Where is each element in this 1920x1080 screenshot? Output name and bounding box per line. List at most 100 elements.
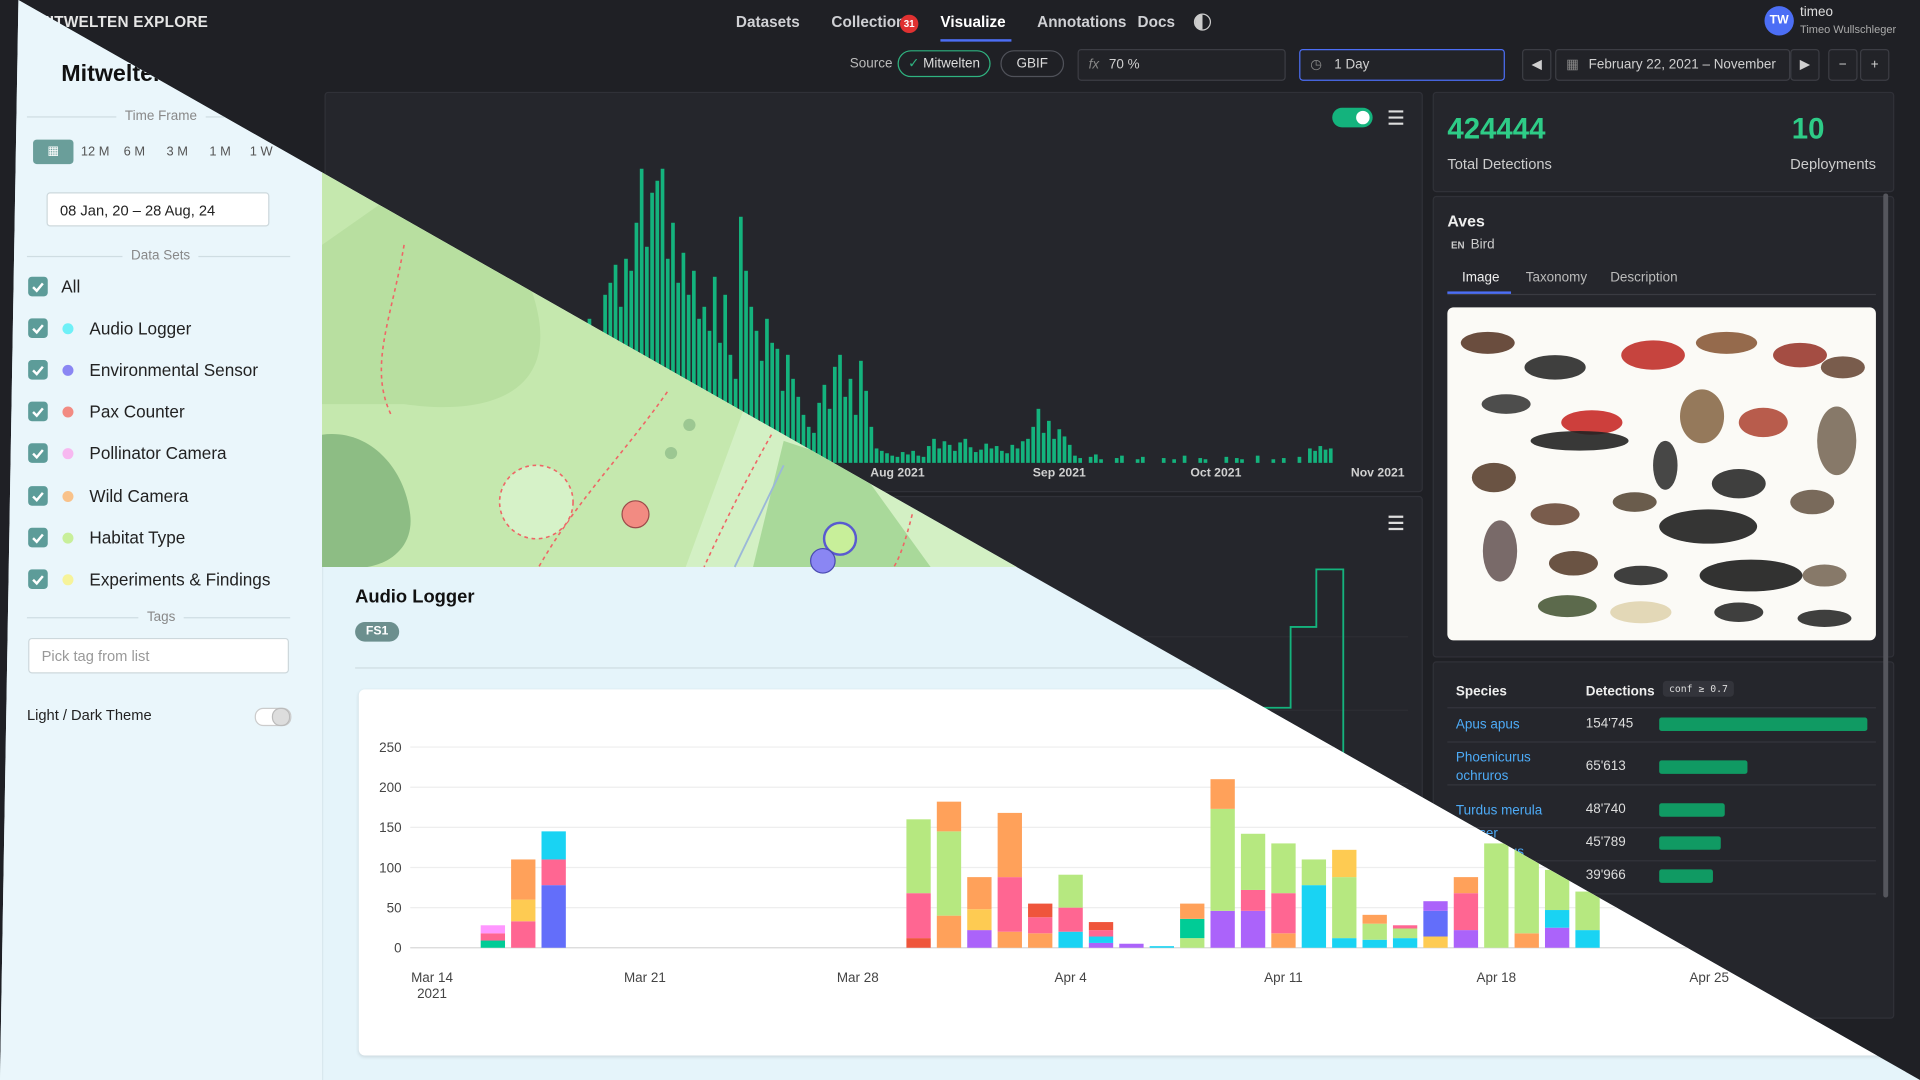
- checkbox[interactable]: [28, 443, 48, 464]
- brand: MITWELTEN EXPLORE: [36, 13, 209, 31]
- bar-segment: [480, 940, 506, 948]
- bar-segment: [1453, 930, 1479, 948]
- bar-segment: [1514, 933, 1539, 948]
- bar: [874, 448, 879, 463]
- bar: [864, 390, 868, 463]
- calendar-button[interactable]: ▦: [33, 139, 74, 165]
- date-range[interactable]: ▦February 22, 2021 – November 5, 2021: [1555, 48, 1791, 81]
- time-frame-button[interactable]: 6 M: [123, 144, 146, 160]
- tag-input[interactable]: Pick tag from list: [28, 637, 289, 674]
- tab[interactable]: Description: [1610, 270, 1678, 286]
- next-button[interactable]: ▶: [1790, 48, 1820, 81]
- dataset-label: Pollinator Camera: [89, 443, 227, 464]
- check-icon: [32, 449, 44, 460]
- menu-icon[interactable]: [1388, 110, 1404, 125]
- bar: [1036, 408, 1041, 463]
- collection-badge: 31: [900, 14, 919, 34]
- bird: [1680, 389, 1725, 444]
- checkbox[interactable]: [28, 360, 48, 380]
- bird-illustrations: [1460, 331, 1865, 627]
- bar: [1255, 455, 1260, 463]
- bar: [712, 276, 717, 463]
- prev-button[interactable]: ◀: [1522, 48, 1552, 81]
- interval: 1 Day: [1334, 57, 1370, 73]
- dataset-label: Environmental Sensor: [89, 360, 259, 380]
- nav-item[interactable]: Datasets: [735, 13, 800, 31]
- bar: [812, 432, 816, 463]
- checkbox[interactable]: [28, 401, 48, 422]
- bar-segment: [936, 801, 962, 832]
- x-tick-label: Mar 14: [411, 970, 453, 985]
- check-icon: [32, 324, 44, 335]
- bar: [848, 378, 853, 463]
- bar-segment: [1332, 877, 1357, 939]
- tab[interactable]: Taxonomy: [1525, 270, 1588, 286]
- checkbox[interactable]: [28, 318, 48, 339]
- checkbox[interactable]: [28, 569, 48, 589]
- time-frame-button[interactable]: 3 M: [166, 144, 188, 160]
- scrollbar: [1883, 193, 1889, 898]
- bird: [1738, 407, 1788, 438]
- total-label: Total Detections: [1447, 155, 1552, 173]
- bar-segment: [936, 915, 962, 948]
- divider: [355, 667, 1886, 669]
- bird: [1820, 356, 1865, 379]
- bar-segment: [1088, 936, 1114, 943]
- tab[interactable]: Image: [1462, 270, 1500, 286]
- bar-segment: [1028, 933, 1053, 948]
- y-tick-label: 200: [379, 780, 401, 795]
- avatar[interactable]: TW: [1764, 6, 1794, 36]
- bar-segment: [967, 930, 992, 948]
- menu-icon[interactable]: [1388, 515, 1404, 531]
- zoom-in[interactable]: +: [1860, 48, 1890, 81]
- x-tick-label: Apr 25: [1689, 970, 1729, 985]
- time-frame-button[interactable]: 1 M: [209, 144, 231, 160]
- species-name[interactable]: Apus apus: [1455, 717, 1520, 733]
- bird: [1653, 440, 1678, 490]
- source-toggle[interactable]: ✓ Mitwelten: [897, 50, 991, 78]
- bar: [1318, 446, 1323, 463]
- time-frame-button[interactable]: 12 M: [80, 144, 110, 160]
- zoom-out[interactable]: −: [1828, 48, 1858, 81]
- bar-segment: [1028, 903, 1053, 918]
- nav-item[interactable]: Visualize: [940, 13, 1006, 31]
- bar-segment: [1362, 914, 1387, 924]
- checkbox[interactable]: [28, 527, 48, 547]
- bar: [1000, 450, 1004, 463]
- source-name: Mitwelten: [923, 56, 981, 72]
- checkbox[interactable]: [28, 276, 48, 297]
- cumulative-line: [1261, 568, 1345, 784]
- bar: [1020, 441, 1025, 463]
- checkbox[interactable]: [28, 485, 48, 506]
- bar-segment: [1271, 893, 1296, 934]
- confidence-select[interactable]: fx 70 %: [1077, 48, 1286, 81]
- user-name: timeo: [1800, 4, 1833, 20]
- bar: [1182, 455, 1187, 463]
- nav-item[interactable]: Collection: [831, 13, 906, 31]
- bar-segment: [1301, 859, 1327, 886]
- bar: [968, 447, 973, 463]
- theme-icon[interactable]: [1193, 13, 1212, 31]
- bar: [639, 168, 644, 463]
- time-frame-button[interactable]: 1 W: [249, 144, 273, 160]
- nav-item[interactable]: Docs: [1137, 13, 1175, 31]
- bar-segment: [1392, 938, 1418, 948]
- bar: [869, 426, 874, 463]
- bar-segment: [1088, 930, 1114, 937]
- dataset-label: Pax Counter: [89, 401, 185, 422]
- bar: [911, 450, 915, 463]
- table-header: Species: [1455, 684, 1507, 700]
- check-icon: [32, 533, 44, 544]
- source-toggle[interactable]: GBIF: [1000, 50, 1065, 78]
- nav-item[interactable]: Annotations: [1037, 13, 1127, 31]
- bird: [1659, 509, 1758, 544]
- bar: [1062, 436, 1067, 463]
- bird: [1524, 355, 1586, 380]
- common-name: Bird: [1470, 237, 1495, 253]
- species-name[interactable]: Turdus merula: [1455, 803, 1543, 818]
- species-name[interactable]: Phoenicurus ochruros: [1455, 750, 1531, 784]
- bar-segment: [541, 831, 566, 860]
- date-input[interactable]: 08 Jan, 20 – 28 Aug, 24: [46, 192, 270, 227]
- bar: [838, 354, 842, 463]
- interval-select[interactable]: ◷ 1 Day: [1299, 48, 1505, 81]
